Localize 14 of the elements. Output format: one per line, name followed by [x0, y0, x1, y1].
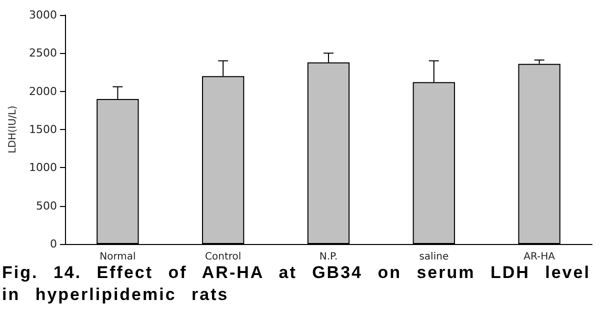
- y-tick-label: 3000: [29, 8, 57, 22]
- x-tick-label: AR-HA: [524, 252, 556, 262]
- y-tick-label: 2000: [29, 84, 57, 98]
- text: Fig. 14. Effect of AR-HA at GB34 on serum LDH level in hyperlipidemic rats: [2, 262, 592, 306]
- y-tick-label: 1000: [29, 161, 57, 174]
- y-tick-label: 500: [36, 199, 57, 212]
- y-tick-label: 1500: [29, 123, 57, 136]
- x-tick-label: saline: [419, 252, 449, 262]
- x-tick-label: N.P.: [319, 252, 338, 262]
- y-tick-label: 2500: [29, 46, 57, 60]
- y-axis-title: LDH(IU/L): [8, 106, 19, 154]
- x-tick-label: Control: [205, 252, 242, 262]
- x-tick-label: Normal: [100, 252, 136, 262]
- y-tick-label: 0: [50, 238, 57, 250]
